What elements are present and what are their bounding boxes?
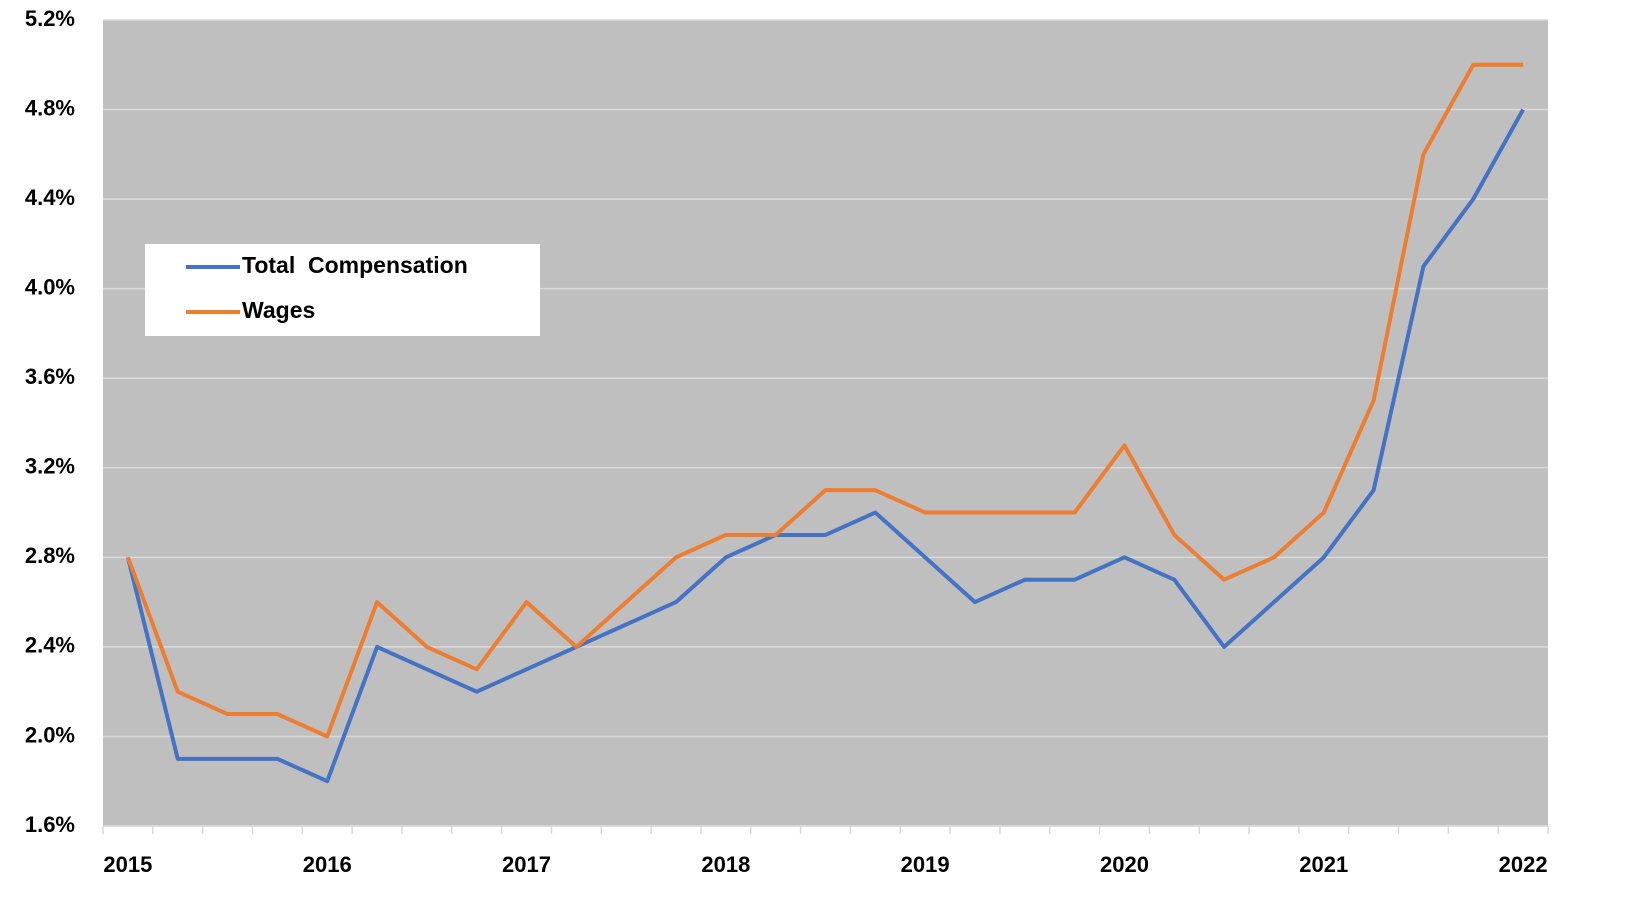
y-tick-label: 2.4% xyxy=(25,633,75,658)
x-tick-label: 2018 xyxy=(701,852,750,877)
x-tick-label: 2015 xyxy=(103,852,152,877)
y-tick-label: 4.8% xyxy=(25,95,75,120)
x-tick-label: 2016 xyxy=(303,852,352,877)
x-tick-label: 2022 xyxy=(1499,852,1548,877)
y-tick-label: 2.8% xyxy=(25,543,75,568)
plot-area xyxy=(103,20,1548,826)
y-tick-label: 1.6% xyxy=(25,812,75,837)
legend-label: Wages xyxy=(242,297,315,323)
y-tick-label: 3.2% xyxy=(25,454,75,479)
x-tick-label: 2021 xyxy=(1299,852,1348,877)
series-line xyxy=(125,108,1525,784)
y-tick-label: 4.4% xyxy=(25,185,75,210)
y-tick-label: 3.6% xyxy=(25,364,75,389)
legend-label: Total Compensation xyxy=(242,252,468,278)
y-tick-label: 5.2% xyxy=(25,6,75,31)
x-tick-label: 2019 xyxy=(901,852,950,877)
series-line xyxy=(126,62,1524,739)
y-tick-label: 4.0% xyxy=(25,274,75,299)
x-tick-label: 2020 xyxy=(1100,852,1149,877)
x-tick-label: 2017 xyxy=(502,852,551,877)
legend-box xyxy=(145,244,540,336)
legend: Total Compensation Wages xyxy=(145,244,540,336)
y-tick-label: 2.0% xyxy=(25,722,75,747)
